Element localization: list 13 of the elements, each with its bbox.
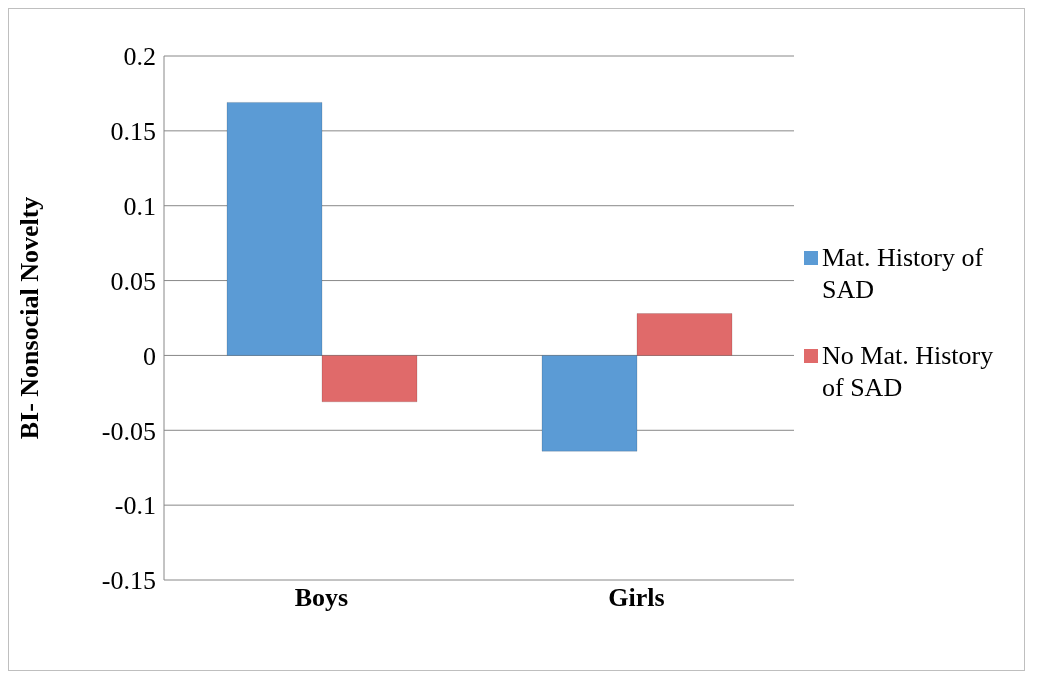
y-tick-label: 0.05 [110,266,156,296]
x-tick-label: Girls [608,583,665,613]
y-tick-label: 0 [143,341,156,371]
y-tick-label: -0.15 [101,566,156,596]
y-tick-label: -0.05 [101,416,156,446]
y-tick-label: 0.15 [110,117,156,147]
legend-label: No Mat. History of SAD [822,339,995,404]
y-tick-label: 0.2 [123,42,156,72]
legend-label: Mat. History of SAD [822,241,985,306]
y-tick-label: 0.1 [123,191,156,221]
y-tick-label: -0.1 [114,491,156,521]
y-axis-title: BI- Nonsocial Novelty [15,196,45,440]
x-tick-label: Boys [294,583,349,613]
